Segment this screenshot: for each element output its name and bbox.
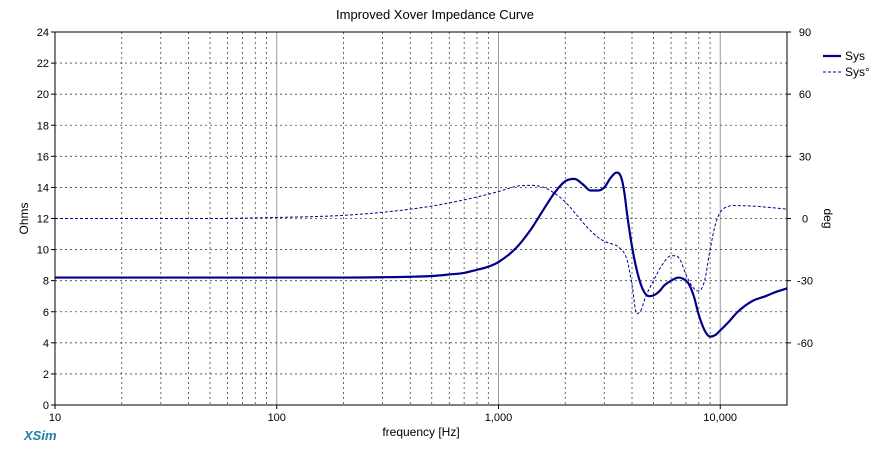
y-tick-label: 8 bbox=[43, 276, 49, 288]
y2-tick-label: 90 bbox=[799, 27, 811, 39]
y2-tick-label: 30 bbox=[799, 151, 811, 163]
y-tick-label: 18 bbox=[37, 120, 49, 132]
y2-tick-label: 0 bbox=[802, 214, 808, 226]
y-tick-label: 6 bbox=[43, 307, 49, 319]
legend: Sys Sys° bbox=[823, 49, 870, 79]
x-axis-label: frequency [Hz] bbox=[382, 425, 459, 439]
x-tick-label: 10 bbox=[49, 412, 61, 424]
y2-axis-label: deg bbox=[821, 208, 835, 228]
y-axis-label: Ohms bbox=[17, 202, 31, 234]
xsim-logo: XSim bbox=[23, 428, 57, 443]
y2-tick-label: -30 bbox=[797, 276, 813, 288]
x-tick-label: 1,000 bbox=[485, 412, 513, 424]
y-tick-label: 4 bbox=[43, 338, 49, 350]
grid-layer bbox=[54, 32, 788, 405]
y-tick-label: 14 bbox=[37, 182, 49, 194]
y-tick-label: 16 bbox=[37, 151, 49, 163]
legend-label-sys-phase: Sys° bbox=[845, 65, 870, 79]
series-layer bbox=[55, 171, 788, 338]
y-tick-label: 12 bbox=[37, 214, 49, 226]
y2-tick-label: -60 bbox=[797, 338, 813, 350]
series-line-sys-phase bbox=[55, 184, 788, 315]
chart-title: Improved Xover Impedance Curve bbox=[336, 7, 534, 22]
y-tick-label: 22 bbox=[37, 58, 49, 70]
y-tick-label: 20 bbox=[37, 89, 49, 101]
y-tick-label: 0 bbox=[43, 400, 49, 412]
y-tick-label: 2 bbox=[43, 369, 49, 381]
x-tick-label: 100 bbox=[268, 412, 286, 424]
y2-tick-label: 60 bbox=[799, 89, 811, 101]
legend-label-sys: Sys bbox=[845, 49, 865, 63]
series-line-sys bbox=[55, 171, 788, 338]
y-tick-label: 10 bbox=[37, 245, 49, 257]
y-tick-label: 24 bbox=[37, 27, 49, 39]
x-tick-label: 10,000 bbox=[703, 412, 737, 424]
